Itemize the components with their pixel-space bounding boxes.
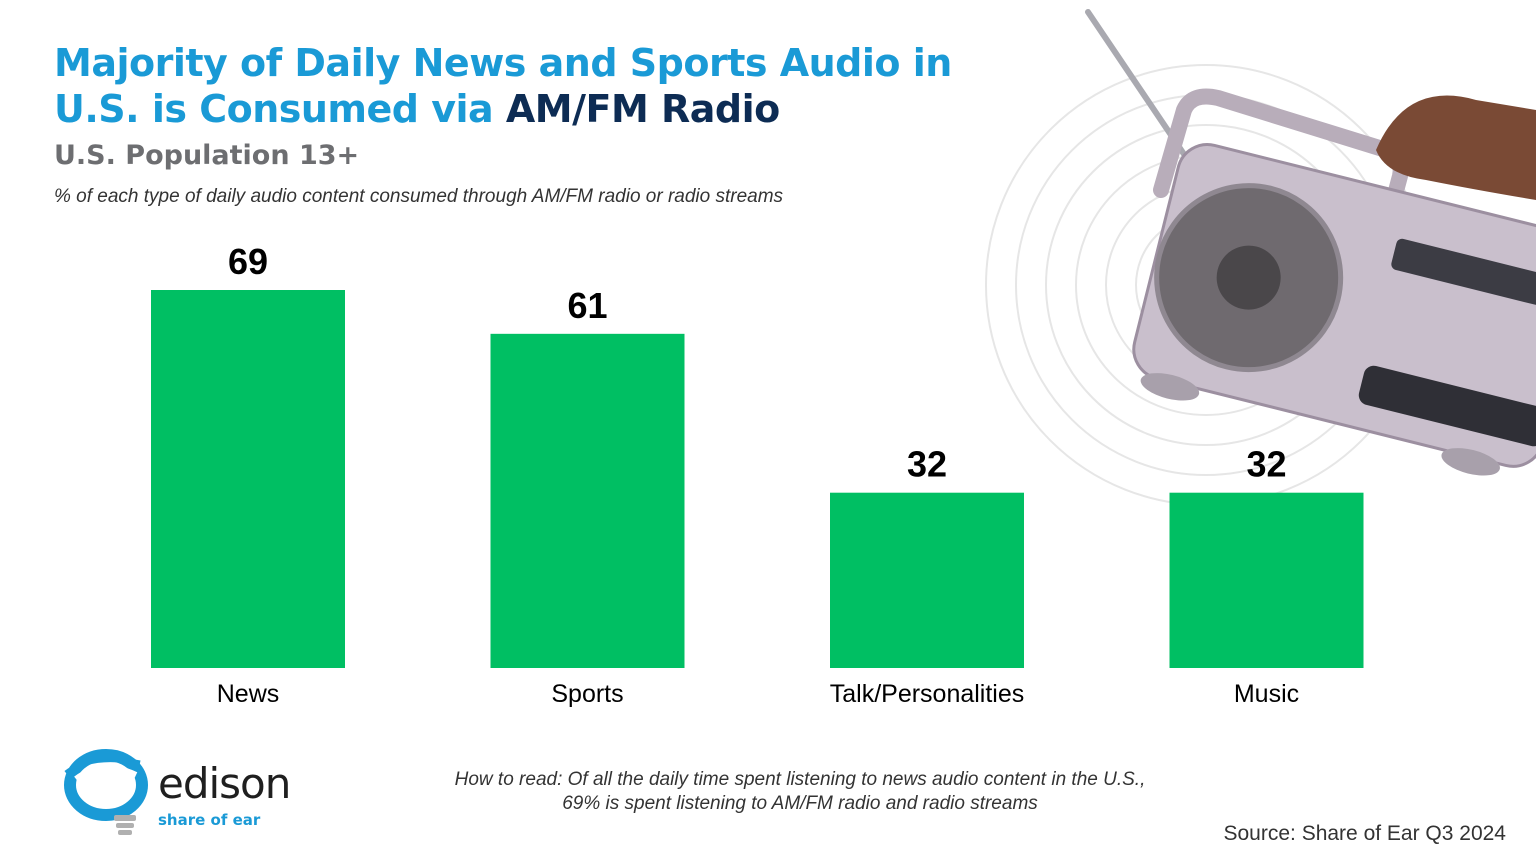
radio-image — [985, 9, 1536, 506]
edison-logo: edison share of ear — [62, 745, 322, 845]
edison-bulb-icon — [64, 749, 148, 835]
data-label: 61 — [567, 285, 607, 326]
title-main: Majority of Daily News and Sports Audio … — [54, 41, 952, 131]
logo-wordmark: edison — [158, 759, 291, 808]
bar-sports — [490, 333, 685, 668]
data-label: 32 — [907, 444, 947, 485]
bar-music — [1169, 492, 1364, 668]
bar-news — [151, 290, 345, 668]
data-label: 69 — [228, 241, 268, 282]
how-to-read-line-2: 69% is spent listening to AM/FM radio an… — [562, 793, 1038, 814]
logo-tagline: share of ear — [158, 811, 261, 829]
category-label: Music — [1234, 680, 1299, 708]
title-accent: AM/FM Radio — [505, 87, 780, 131]
chart-title: Majority of Daily News and Sports Audio … — [54, 40, 1014, 132]
category-label: Sports — [551, 680, 623, 708]
source-note: Source: Share of Ear Q3 2024 — [1223, 822, 1506, 845]
data-label: 32 — [1246, 444, 1286, 485]
bar-talk-personalities — [830, 492, 1024, 668]
category-label: Talk/Personalities — [830, 680, 1025, 708]
chart-caption: % of each type of daily audio content co… — [54, 186, 784, 207]
how-to-read-note: How to read: Of all the daily time spent… — [370, 768, 1230, 816]
chart-subtitle: U.S. Population 13+ — [54, 140, 360, 171]
category-label: News — [217, 680, 280, 708]
how-to-read-line-1: How to read: Of all the daily time spent… — [454, 769, 1146, 790]
